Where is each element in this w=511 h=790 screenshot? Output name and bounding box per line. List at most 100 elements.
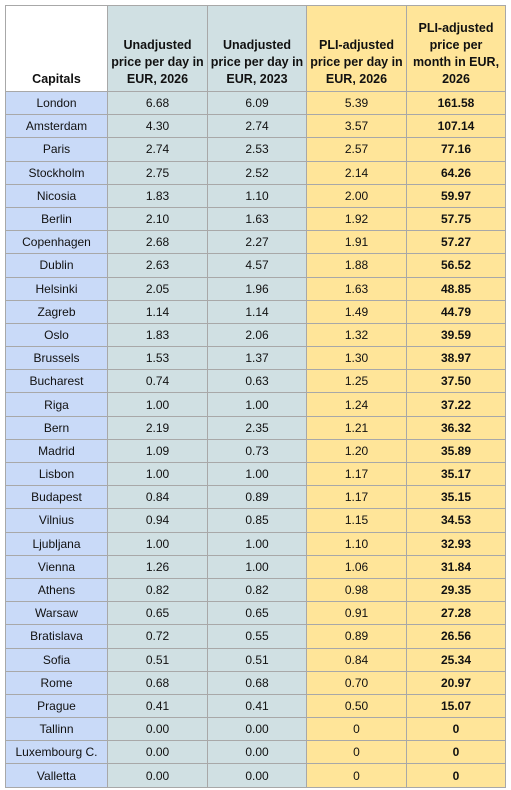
value-cell: 2.63 — [107, 253, 208, 278]
value-cell: 1.00 — [207, 392, 307, 417]
table-row: Lisbon 1.00 1.00 1.17 35.17 — [5, 461, 506, 487]
value-cell: 0.51 — [207, 647, 307, 672]
table-row: Luxembourg C. 0.00 0.00 0 0 — [5, 740, 506, 765]
value-cell: 37.22 — [406, 392, 506, 417]
value-cell: 1.00 — [107, 461, 208, 487]
value-cell: 2.06 — [207, 322, 307, 348]
value-cell: 0.94 — [107, 508, 208, 533]
value-cell: 2.27 — [207, 230, 307, 255]
capital-cell: Rome — [5, 670, 108, 695]
value-cell: 0.82 — [207, 577, 307, 603]
capital-cell: Valletta — [5, 763, 108, 788]
value-cell: 0.73 — [207, 438, 307, 464]
value-cell: 0.50 — [306, 693, 407, 719]
value-cell: 0.00 — [107, 717, 208, 742]
value-cell: 0 — [406, 740, 506, 765]
value-cell: 0.55 — [207, 624, 307, 649]
value-cell: 1.26 — [107, 554, 208, 579]
table-row: Oslo 1.83 2.06 1.32 39.59 — [5, 322, 506, 348]
value-cell: 1.24 — [306, 392, 407, 417]
value-cell: 0.84 — [107, 485, 208, 510]
value-cell: 0 — [306, 740, 407, 765]
value-cell: 1.06 — [306, 554, 407, 579]
value-cell: 29.35 — [406, 577, 506, 603]
table-row: Budapest 0.84 0.89 1.17 35.15 — [5, 485, 506, 510]
value-cell: 2.74 — [107, 137, 208, 162]
value-cell: 20.97 — [406, 670, 506, 695]
capital-cell: Nicosia — [5, 183, 108, 208]
value-cell: 35.15 — [406, 485, 506, 510]
value-cell: 0.74 — [107, 369, 208, 394]
table-row: Madrid 1.09 0.73 1.20 35.89 — [5, 438, 506, 464]
value-cell: 1.37 — [207, 346, 307, 371]
value-cell: 1.21 — [306, 415, 407, 440]
capital-cell: Athens — [5, 577, 108, 603]
value-cell: 0.82 — [107, 577, 208, 603]
value-cell: 1.25 — [306, 369, 407, 394]
capital-cell: Bucharest — [5, 369, 108, 394]
table-row: Ljubljana 1.00 1.00 1.10 32.93 — [5, 531, 506, 556]
value-cell: 0.70 — [306, 670, 407, 695]
value-cell: 1.63 — [306, 276, 407, 301]
value-cell: 35.89 — [406, 438, 506, 464]
value-cell: 0 — [306, 717, 407, 742]
value-cell: 44.79 — [406, 299, 506, 324]
value-cell: 6.68 — [107, 90, 208, 116]
value-cell: 77.16 — [406, 137, 506, 162]
value-cell: 1.17 — [306, 461, 407, 487]
value-cell: 0.65 — [107, 601, 208, 626]
value-cell: 0.89 — [207, 485, 307, 510]
value-cell: 4.30 — [107, 114, 208, 139]
column-header: PLI-adjusted price per month in EUR, 202… — [406, 5, 506, 92]
value-cell: 0.41 — [207, 693, 307, 719]
value-cell: 2.74 — [207, 114, 307, 139]
table-row: Dublin 2.63 4.57 1.88 56.52 — [5, 253, 506, 278]
capital-cell: Vienna — [5, 554, 108, 579]
value-cell: 1.00 — [107, 392, 208, 417]
value-cell: 3.57 — [306, 114, 407, 139]
value-cell: 1.32 — [306, 322, 407, 348]
value-cell: 0.84 — [306, 647, 407, 672]
capital-cell: Tallinn — [5, 717, 108, 742]
value-cell: 0.68 — [107, 670, 208, 695]
column-header: Unadjusted price per day in EUR, 2023 — [207, 5, 307, 92]
table-row: Rome 0.68 0.68 0.70 20.97 — [5, 670, 506, 695]
table-row: Nicosia 1.83 1.10 2.00 59.97 — [5, 183, 506, 208]
value-cell: 2.14 — [306, 160, 407, 185]
table-row: Stockholm 2.75 2.52 2.14 64.26 — [5, 160, 506, 185]
value-cell: 0 — [306, 763, 407, 788]
capital-cell: Berlin — [5, 206, 108, 232]
value-cell: 25.34 — [406, 647, 506, 672]
value-cell: 4.57 — [207, 253, 307, 278]
value-cell: 0.72 — [107, 624, 208, 649]
value-cell: 0 — [406, 763, 506, 788]
capital-cell: Helsinki — [5, 276, 108, 301]
value-cell: 1.10 — [306, 531, 407, 556]
column-header: Unadjusted price per day in EUR, 2026 — [107, 5, 208, 92]
value-cell: 1.17 — [306, 485, 407, 510]
value-cell: 0.89 — [306, 624, 407, 649]
value-cell: 0.00 — [207, 763, 307, 788]
capital-cell: Amsterdam — [5, 114, 108, 139]
value-cell: 39.59 — [406, 322, 506, 348]
value-cell: 15.07 — [406, 693, 506, 719]
capital-cell: Luxembourg C. — [5, 740, 108, 765]
table-row: Valletta 0.00 0.00 0 0 — [5, 763, 506, 788]
capital-cell: Madrid — [5, 438, 108, 464]
value-cell: 0.91 — [306, 601, 407, 626]
capital-cell: Bratislava — [5, 624, 108, 649]
column-header: Capitals — [5, 5, 108, 92]
value-cell: 59.97 — [406, 183, 506, 208]
value-cell: 1.92 — [306, 206, 407, 232]
value-cell: 2.19 — [107, 415, 208, 440]
value-cell: 1.88 — [306, 253, 407, 278]
value-cell: 35.17 — [406, 461, 506, 487]
capital-cell: Copenhagen — [5, 230, 108, 255]
table-row: Warsaw 0.65 0.65 0.91 27.28 — [5, 601, 506, 626]
table-row: Paris 2.74 2.53 2.57 77.16 — [5, 137, 506, 162]
value-cell: 27.28 — [406, 601, 506, 626]
value-cell: 1.49 — [306, 299, 407, 324]
value-cell: 0.00 — [107, 763, 208, 788]
table-row: Amsterdam 4.30 2.74 3.57 107.14 — [5, 114, 506, 139]
